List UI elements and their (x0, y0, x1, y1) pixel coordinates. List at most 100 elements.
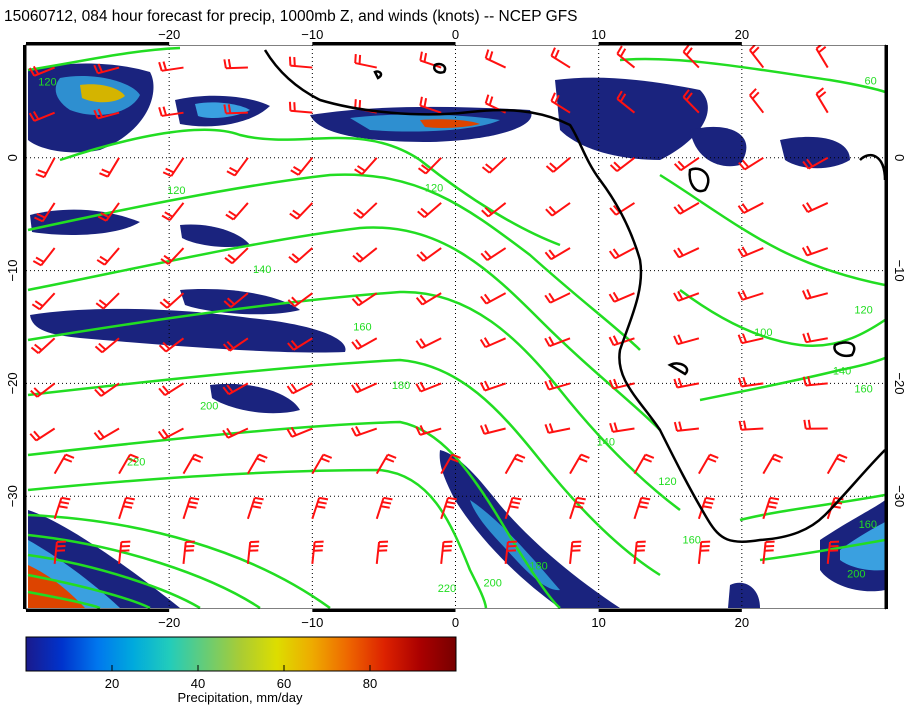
wind-barb (417, 157, 442, 175)
wind-barb (569, 496, 586, 520)
contour-line (59, 128, 561, 247)
wind-barb (286, 382, 313, 395)
wind-barb (698, 453, 719, 475)
wind-barb (288, 247, 313, 264)
wind-barb (419, 51, 442, 69)
wind-barb (550, 47, 571, 69)
wind-barb (118, 496, 135, 520)
frame-segment (741, 42, 885, 45)
wind-barb (311, 453, 333, 475)
precip-area (690, 126, 747, 167)
wind-barb (223, 59, 248, 70)
wind-barb (481, 157, 507, 174)
wind-barb (28, 110, 56, 122)
wind-barb (762, 453, 784, 475)
frame-segment (455, 609, 599, 612)
frame-segment (169, 42, 313, 45)
wind-barb (608, 378, 635, 390)
wind-barb (416, 247, 442, 262)
wind-barb (802, 289, 828, 300)
wind-barb (802, 332, 828, 344)
wind-barb (99, 157, 120, 178)
contour-label: 120 (658, 476, 676, 488)
wind-barb (289, 202, 314, 220)
precip-area (439, 450, 620, 608)
wind-barb (415, 425, 442, 436)
africa-coast (263, 49, 885, 544)
wind-barb (544, 379, 571, 391)
wind-barb (415, 337, 442, 349)
wind-barb (53, 540, 66, 564)
contour-line (759, 538, 885, 562)
lat-tick-label-right: 0 (892, 154, 906, 161)
wind-barb (673, 247, 700, 259)
wind-barb (673, 290, 700, 302)
wind-barb (738, 156, 764, 171)
wind-barb (351, 337, 378, 350)
wind-barb (762, 540, 775, 564)
wind-barb (673, 377, 700, 389)
wind-barb (480, 247, 507, 261)
contour-line (27, 553, 201, 609)
wind-barb (440, 453, 461, 475)
contour-label: 220 (438, 583, 456, 595)
wind-barb (223, 104, 248, 115)
wind-barb (801, 245, 829, 257)
wind-barb (609, 202, 635, 216)
wind-barb (93, 427, 120, 441)
contour-label: 160 (353, 321, 371, 333)
contour-label: 160 (854, 383, 872, 395)
wind-barb (354, 54, 377, 69)
wind-barb (608, 291, 635, 303)
wind-barb (93, 108, 120, 120)
wind-barb (815, 87, 829, 114)
wind-barb (53, 496, 71, 520)
island (373, 70, 383, 80)
wind-barb (353, 202, 378, 219)
wind-barb (504, 453, 526, 475)
contour-line (27, 573, 151, 609)
wind-barb (35, 157, 56, 179)
lat-tick-label-left: −10 (5, 260, 20, 282)
wind-barb (440, 540, 453, 564)
wind-barb (802, 202, 829, 213)
wind-barb (415, 292, 442, 306)
lon-tick-label-top: −20 (158, 27, 180, 42)
contour-line (27, 468, 488, 609)
wind-barb (417, 202, 442, 219)
wind-barb (504, 540, 517, 564)
wind-barb (375, 453, 397, 475)
colorbar-title: Precipitation, mm/day (177, 690, 303, 705)
contour-label: 200 (847, 568, 865, 580)
colorbar-tick-label: 60 (277, 676, 291, 691)
wind-barb (30, 337, 56, 354)
wind-barb (158, 382, 185, 397)
contour-label: 120 (425, 183, 443, 195)
lon-tick-label-top: 10 (591, 27, 605, 42)
wind-barb (737, 202, 764, 214)
wind-barb (225, 202, 249, 221)
precip-core (840, 522, 885, 571)
wind-barb (354, 157, 378, 176)
lat-tick-label-right: −20 (892, 372, 906, 394)
lat-tick-label-left: −30 (5, 485, 20, 507)
wind-barb (415, 381, 442, 393)
wind-barb (802, 156, 829, 170)
wind-barb (479, 424, 506, 435)
wind-barb (95, 292, 120, 310)
contour-label: 160 (859, 519, 877, 531)
wind-barb (544, 423, 571, 434)
wind-barb (375, 496, 393, 520)
wind-barb (633, 453, 655, 475)
wind-barb (182, 540, 195, 564)
lon-tick-label-top: 20 (735, 27, 749, 42)
precip-area (555, 77, 708, 160)
wind-barb (802, 376, 828, 387)
wind-barb (484, 49, 507, 69)
wind-barb (682, 45, 700, 69)
wind-barb (94, 337, 120, 354)
lon-tick-label-top: 0 (452, 27, 459, 42)
map-frame (23, 42, 888, 612)
wind-barb (633, 496, 651, 520)
wind-barb (350, 425, 378, 437)
